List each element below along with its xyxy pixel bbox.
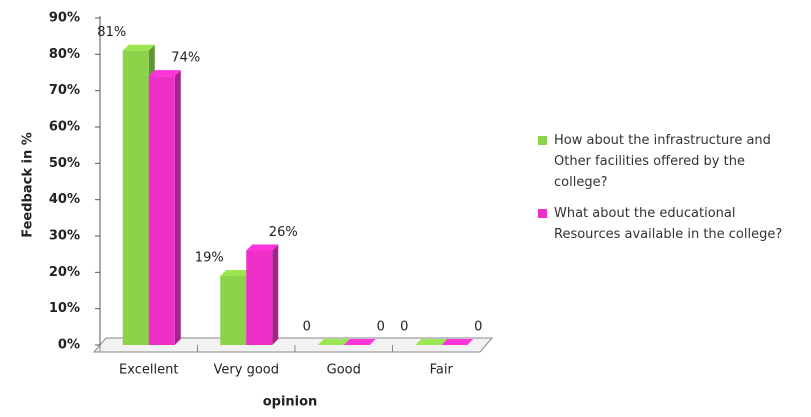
- bar: [122, 50, 149, 345]
- legend-swatch: [538, 136, 547, 145]
- legend-item: What about the educational Resources ava…: [538, 203, 798, 245]
- bar: [220, 275, 247, 345]
- bar-side: [174, 70, 181, 345]
- y-tick-label: 60%: [49, 120, 80, 135]
- value-label: 0: [474, 320, 482, 335]
- value-label: 0: [377, 320, 385, 335]
- y-tick-label: 20%: [49, 265, 80, 280]
- y-tick-label: 70%: [49, 83, 80, 98]
- y-tick-label: 10%: [49, 301, 80, 316]
- x-axis-title: opinion: [263, 395, 318, 410]
- bar: [148, 76, 175, 345]
- y-axis-title: Feedback in %: [21, 132, 36, 238]
- bar-top: [246, 244, 279, 251]
- bar-top: [122, 44, 155, 51]
- legend: How about the infrastructure and Other f…: [538, 130, 798, 255]
- y-tick-label: 40%: [49, 192, 80, 207]
- legend-label: How about the infrastructure and Other f…: [554, 133, 771, 190]
- x-tick-label: Very good: [214, 363, 279, 378]
- bar-top: [415, 339, 448, 345]
- x-tick-label: Excellent: [119, 363, 178, 378]
- value-label: 26%: [269, 225, 298, 240]
- x-tick-label: Good: [327, 363, 361, 378]
- x-tick-label: Fair: [430, 363, 454, 378]
- value-label: 0: [400, 320, 408, 335]
- y-tick-label: 50%: [49, 156, 80, 171]
- value-label: 81%: [97, 25, 126, 40]
- bar-top: [441, 339, 474, 345]
- y-tick-label: 0%: [58, 338, 80, 353]
- value-label: 19%: [195, 250, 224, 265]
- value-label: 0: [303, 320, 311, 335]
- y-tick-label: 90%: [49, 11, 80, 26]
- legend-item: How about the infrastructure and Other f…: [538, 130, 798, 193]
- y-tick-label: 80%: [49, 47, 80, 62]
- legend-swatch: [538, 209, 547, 218]
- bar-side: [272, 244, 279, 345]
- bar-top: [317, 339, 350, 345]
- legend-label: What about the educational Resources ava…: [554, 206, 783, 242]
- bar-top: [343, 339, 376, 345]
- bar-top: [220, 269, 253, 276]
- value-label: 74%: [171, 51, 200, 66]
- y-tick-label: 30%: [49, 229, 80, 244]
- bar-top: [148, 70, 181, 77]
- bar: [246, 250, 273, 345]
